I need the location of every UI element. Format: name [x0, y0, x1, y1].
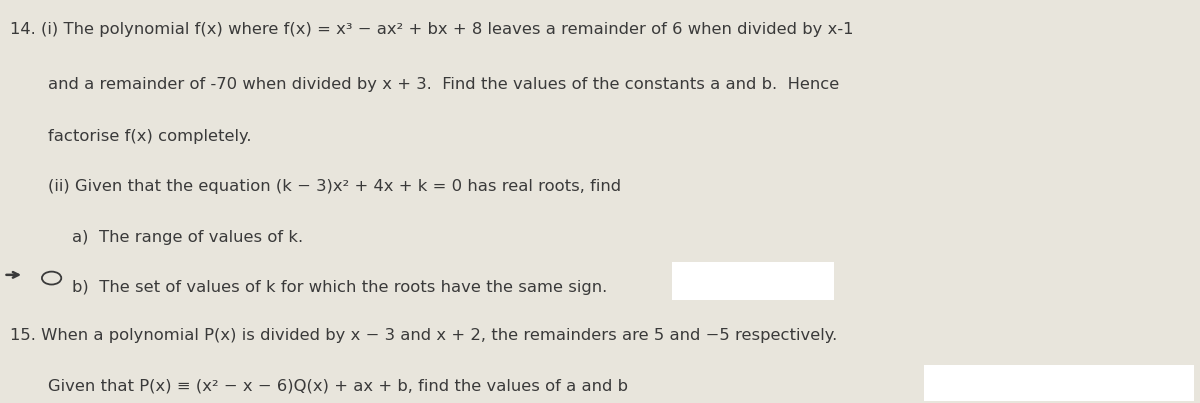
FancyBboxPatch shape [924, 365, 1194, 401]
Text: factorise f(x) completely.: factorise f(x) completely. [48, 129, 252, 144]
FancyBboxPatch shape [672, 262, 834, 300]
Text: 15. When a polynomial P(x) is divided by x − 3 and x + 2, the remainders are 5 a: 15. When a polynomial P(x) is divided by… [10, 328, 836, 343]
Text: b)  The set of values of k for which the roots have the same sign.: b) The set of values of k for which the … [72, 280, 607, 295]
Text: Given that P(x) ≡ (x² − x − 6)Q(x) + ax + b, find the values of a and b: Given that P(x) ≡ (x² − x − 6)Q(x) + ax … [48, 379, 628, 394]
Text: (ii) Given that the equation (k − 3)x² + 4x + k = 0 has real roots, find: (ii) Given that the equation (k − 3)x² +… [48, 179, 622, 194]
Text: 14. (i) The polynomial f(x) where f(x) = x³ − ax² + bx + 8 leaves a remainder of: 14. (i) The polynomial f(x) where f(x) =… [10, 22, 853, 37]
Text: and a remainder of -70 when divided by x + 3.  Find the values of the constants : and a remainder of -70 when divided by x… [48, 77, 839, 91]
Text: a)  The range of values of k.: a) The range of values of k. [72, 230, 304, 245]
